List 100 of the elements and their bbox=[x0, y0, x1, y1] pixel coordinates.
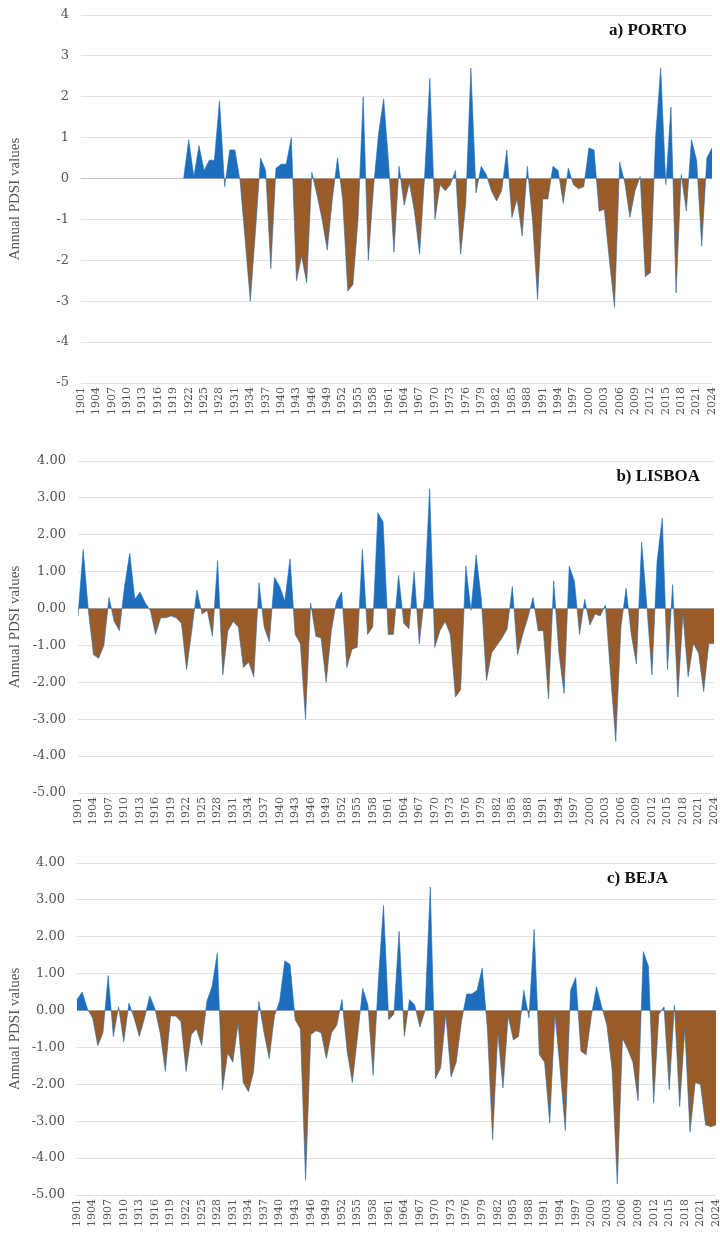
x-tick-label: 1919 bbox=[163, 797, 177, 825]
x-tick-label: 1979 bbox=[474, 387, 488, 415]
x-tick-label: 2012 bbox=[644, 797, 658, 825]
x-tick-label: 1931 bbox=[227, 387, 241, 415]
x-tick-label: 1985 bbox=[506, 1199, 520, 1227]
x-tick-label: 1973 bbox=[443, 797, 457, 825]
x-tick-label: 1931 bbox=[225, 797, 239, 825]
x-tick-label: 1967 bbox=[412, 1199, 426, 1227]
x-tick-label: 1922 bbox=[179, 797, 193, 825]
y-axis-title: Annual PDSI values bbox=[5, 137, 22, 261]
x-tick-label: 1940 bbox=[272, 797, 286, 825]
x-tick-label: 2006 bbox=[613, 797, 627, 825]
x-tick-label: 1973 bbox=[443, 387, 457, 415]
x-tick-label: 1958 bbox=[365, 1199, 379, 1227]
y-tick-label: -5.00 bbox=[31, 1186, 65, 1202]
y-tick-label: -2.00 bbox=[32, 673, 66, 689]
x-tick-label: 2015 bbox=[660, 797, 674, 825]
x-tick-label: 1964 bbox=[397, 1199, 411, 1227]
y-tick-label: 4.00 bbox=[37, 452, 66, 468]
x-tick-label: 1904 bbox=[89, 387, 103, 415]
x-tick-label: 1913 bbox=[135, 387, 149, 415]
x-tick-label: 1946 bbox=[303, 1199, 317, 1227]
x-tick-label: 1991 bbox=[536, 797, 550, 825]
x-tick-label: 1907 bbox=[104, 387, 118, 415]
x-tick-label: 1943 bbox=[289, 387, 303, 415]
y-tick-label: -2 bbox=[56, 251, 69, 267]
x-tick-label: 1901 bbox=[73, 387, 87, 415]
x-tick-label: 1964 bbox=[396, 797, 410, 825]
x-tick-label: 2000 bbox=[581, 387, 595, 415]
x-tick-label: 1961 bbox=[381, 797, 395, 825]
x-tick-label: 1925 bbox=[196, 387, 210, 415]
y-tick-label: -4 bbox=[56, 333, 69, 349]
x-tick-label: 2018 bbox=[675, 797, 689, 825]
x-tick-label: 2024 bbox=[708, 1199, 720, 1227]
x-tick-label: 1901 bbox=[70, 797, 84, 825]
x-tick-label: 1994 bbox=[550, 387, 564, 415]
x-tick-label: 2000 bbox=[582, 797, 596, 825]
x-tick-label: 1931 bbox=[225, 1199, 239, 1227]
y-tick-label: -1 bbox=[56, 210, 69, 226]
x-tick-label: 1907 bbox=[101, 1199, 115, 1227]
x-tick-label: 2003 bbox=[599, 1199, 613, 1227]
x-tick-label: 1913 bbox=[132, 797, 146, 825]
x-tick-label: 1916 bbox=[148, 797, 162, 825]
x-tick-label: 1919 bbox=[166, 387, 180, 415]
x-tick-label: 2003 bbox=[598, 797, 612, 825]
x-tick-label: 1958 bbox=[366, 387, 380, 415]
y-axis-title: Annual PDSI values bbox=[5, 967, 22, 1091]
y-tick-label: -3 bbox=[56, 292, 69, 308]
x-tick-label: 1976 bbox=[459, 1199, 473, 1227]
x-tick-label: 2021 bbox=[689, 387, 703, 415]
y-tick-label: -5 bbox=[56, 374, 69, 390]
y-tick-label: 2.00 bbox=[37, 526, 66, 542]
x-tick-label: 2021 bbox=[693, 1199, 707, 1227]
x-tick-label: 2009 bbox=[630, 1199, 644, 1227]
chart-title: c) BEJA bbox=[607, 868, 668, 888]
chart-title: a) PORTO bbox=[609, 20, 687, 40]
x-tick-label: 1970 bbox=[428, 1199, 442, 1227]
x-tick-label: 1928 bbox=[210, 797, 224, 825]
x-tick-label: 1967 bbox=[412, 797, 426, 825]
x-tick-label: 2015 bbox=[662, 1199, 676, 1227]
x-tick-label: 1952 bbox=[334, 1199, 348, 1227]
x-tick-label: 1964 bbox=[397, 387, 411, 415]
x-tick-label: 1952 bbox=[334, 797, 348, 825]
x-tick-label: 2012 bbox=[646, 1199, 660, 1227]
x-tick-label: 2021 bbox=[691, 797, 705, 825]
x-tick-label: 1982 bbox=[490, 1199, 504, 1227]
y-tick-label: 0.00 bbox=[36, 1001, 65, 1017]
y-tick-label: -4.00 bbox=[32, 747, 66, 763]
x-tick-label: 1982 bbox=[489, 797, 503, 825]
x-tick-label: 2009 bbox=[629, 797, 643, 825]
x-tick-label: 1934 bbox=[241, 1199, 255, 1227]
x-tick-label: 1988 bbox=[521, 1199, 535, 1227]
x-tick-label: 2018 bbox=[674, 387, 688, 415]
x-tick-label: 1976 bbox=[458, 797, 472, 825]
chart-title: b) LISBOA bbox=[616, 466, 700, 486]
y-tick-label: 3.00 bbox=[37, 489, 66, 505]
x-tick-label: 1928 bbox=[210, 1199, 224, 1227]
y-tick-label: 4 bbox=[60, 6, 69, 22]
y-tick-label: 1.00 bbox=[37, 563, 66, 579]
x-tick-label: 1991 bbox=[537, 1199, 551, 1227]
x-tick-label: 1988 bbox=[520, 797, 534, 825]
x-tick-label: 1940 bbox=[272, 1199, 286, 1227]
x-tick-label: 1970 bbox=[427, 797, 441, 825]
x-tick-label: 2006 bbox=[612, 387, 626, 415]
x-tick-label: 1949 bbox=[319, 1199, 333, 1227]
x-tick-label: 2024 bbox=[706, 797, 720, 825]
x-tick-label: 1961 bbox=[381, 1199, 395, 1227]
x-tick-label: 1910 bbox=[117, 797, 131, 825]
y-tick-label: 1 bbox=[60, 129, 69, 145]
x-tick-label: 1928 bbox=[212, 387, 226, 415]
x-tick-label: 1979 bbox=[475, 1199, 489, 1227]
y-tick-label: 4.00 bbox=[36, 854, 65, 870]
x-tick-label: 1988 bbox=[520, 387, 534, 415]
x-tick-label: 2000 bbox=[584, 1199, 598, 1227]
x-tick-label: 1958 bbox=[365, 797, 379, 825]
x-tick-label: 1937 bbox=[257, 797, 271, 825]
x-tick-label: 1946 bbox=[304, 387, 318, 415]
x-tick-label: 1949 bbox=[320, 387, 334, 415]
x-tick-label: 1925 bbox=[194, 797, 208, 825]
x-tick-label: 1991 bbox=[535, 387, 549, 415]
